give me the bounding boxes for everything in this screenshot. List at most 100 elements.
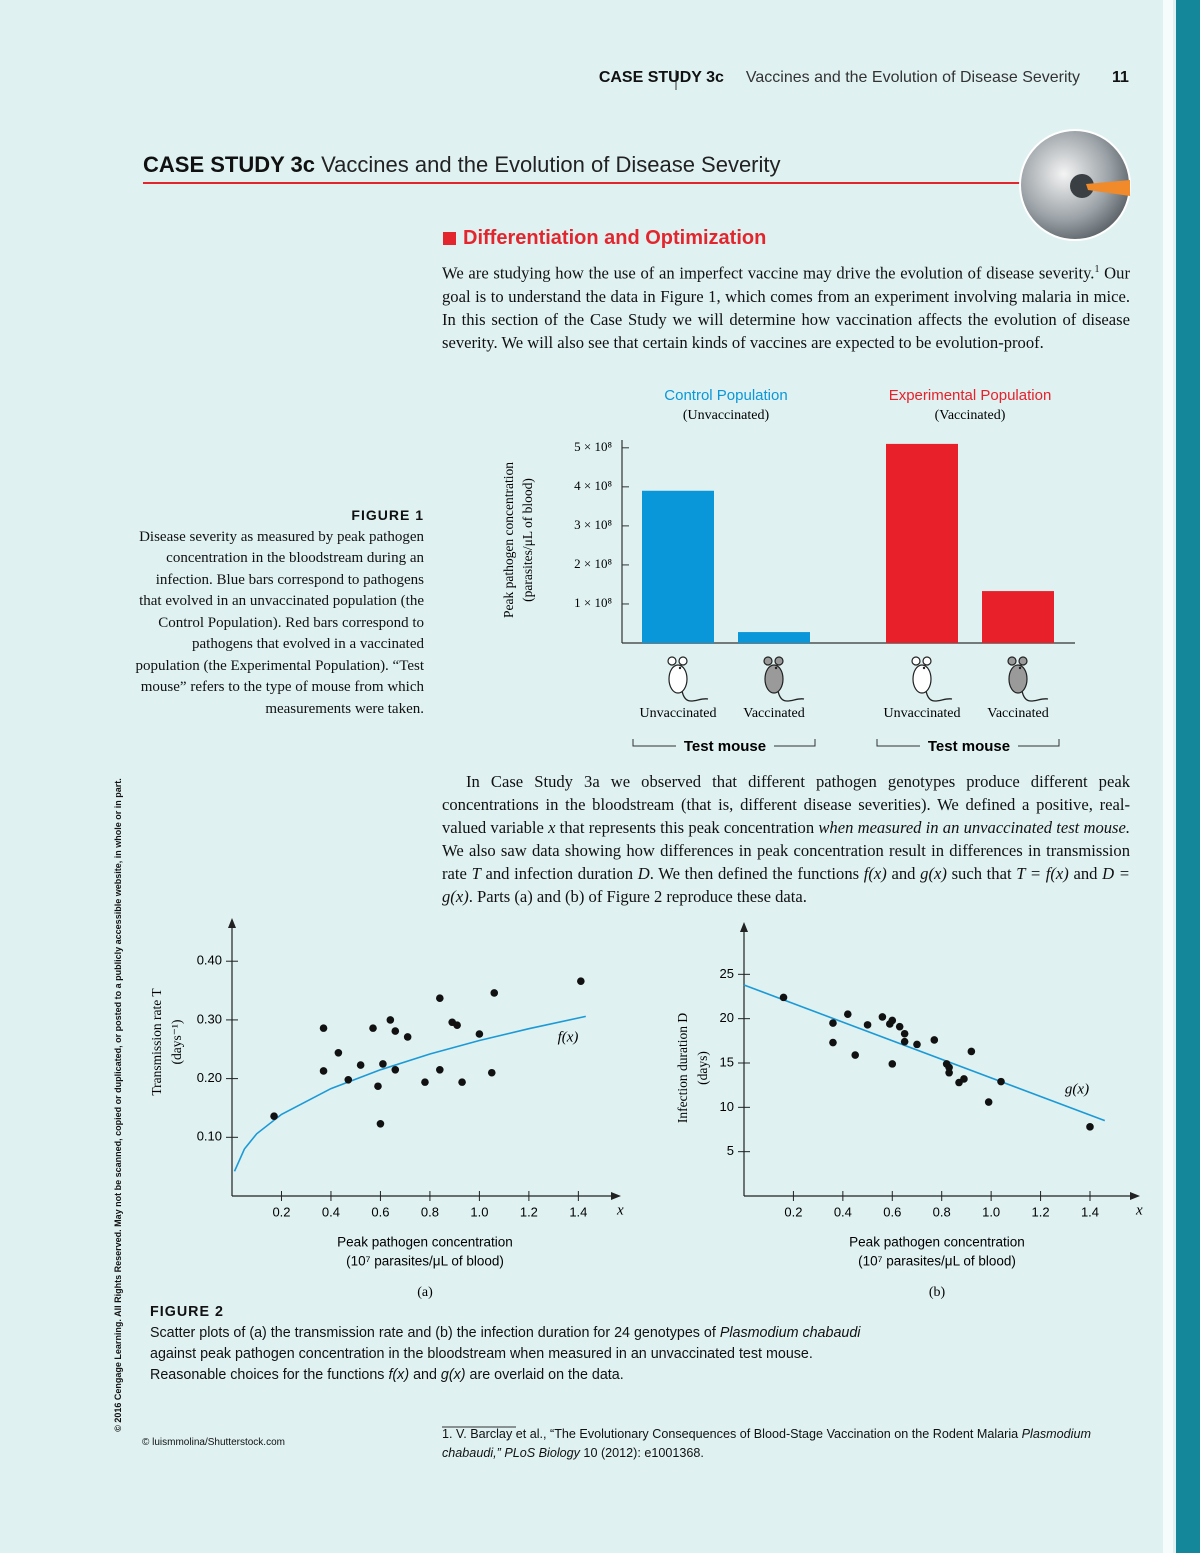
bracket (632, 739, 676, 747)
text: We are studying how the use of an imperf… (442, 263, 1095, 283)
mouse-ear (763, 656, 773, 666)
bar (982, 591, 1054, 643)
footnote-ref: 1 (1094, 264, 1100, 275)
data-point (453, 1021, 461, 1029)
curve-label: g(x) (1065, 1081, 1089, 1097)
emphasis: when measured in an unvaccinated test mo… (818, 818, 1131, 837)
journal: PLoS Biology (504, 1446, 580, 1460)
data-point (421, 1078, 429, 1086)
text: In Case Study 3a we observed that differ… (442, 772, 1130, 837)
data-point (436, 1066, 444, 1074)
x-tick-label: 1.0 (470, 1204, 488, 1219)
x-tick-label: 0.4 (322, 1204, 340, 1219)
y-axis-label: Peak pathogen concentration (501, 462, 516, 618)
mouse-body (912, 664, 932, 694)
mouse-tail (1021, 690, 1049, 702)
data-point (577, 977, 585, 985)
category-label: Vaccinated (743, 706, 804, 721)
data-point (942, 1060, 951, 1068)
x-tick-label: 0.4 (834, 1204, 852, 1219)
y-tick-label: 10 (720, 1099, 734, 1114)
data-point (403, 1033, 412, 1041)
curve-label: f(x) (558, 1029, 579, 1045)
text: We also saw data showing how differences… (442, 841, 1130, 883)
y-axis-label: (days) (695, 1051, 710, 1085)
x-axis-label: (10⁷ parasites/μL of blood) (346, 1254, 504, 1269)
x-axis-label: Peak pathogen concentration (337, 1235, 513, 1250)
text: and (409, 1367, 441, 1383)
math: T = f(x) (1016, 864, 1069, 883)
math: g(x) (440, 1367, 466, 1383)
fit-curve (743, 984, 1106, 1122)
x-axis-label: Peak pathogen concentration (849, 1235, 1025, 1250)
bar (642, 490, 714, 643)
photo-needle (1086, 180, 1130, 196)
x-tick-label: 1.0 (982, 1204, 1000, 1219)
y-tick-label: 1 × 10⁸ (574, 595, 612, 610)
text: such that (946, 864, 1017, 883)
text: against peak pathogen concentration in t… (150, 1346, 813, 1383)
data-point (888, 1060, 897, 1068)
text: 1. V. Barclay et al., “The Evolutionary … (442, 1427, 1022, 1441)
data-point (270, 1112, 278, 1120)
data-point (458, 1078, 466, 1086)
data-point (344, 1075, 353, 1084)
data-point (863, 1021, 872, 1029)
copyright: © 2016 Cengage Learning. All Rights Rese… (113, 778, 123, 1432)
mouse-tail (681, 690, 709, 702)
data-point (319, 1067, 328, 1075)
photo-credit: © luismmolina/Shutterstock.com (142, 1437, 285, 1448)
mouse-tail (777, 690, 805, 702)
mouse-ear (774, 656, 784, 666)
y-tick-label: 5 (727, 1143, 734, 1158)
y-axis-arrow (740, 922, 748, 932)
math: f(x) (388, 1367, 410, 1383)
math: D = g(x) (442, 864, 1130, 906)
mouse-ear (1007, 656, 1017, 666)
text: and (1068, 864, 1103, 883)
text: and (886, 864, 921, 883)
species: Plasmodium chabaudi,” (442, 1427, 1091, 1460)
bracket (876, 739, 920, 747)
x-tick-label: 0.2 (272, 1204, 290, 1219)
data-point (379, 1060, 387, 1068)
footnote: 1. V. Barclay et al., “The Evolutionary … (442, 1425, 1132, 1463)
data-point (369, 1024, 377, 1032)
y-tick-label: 20 (720, 1010, 734, 1025)
header-title: Vaccines and the Evolution of Disease Se… (745, 69, 1080, 86)
mouse-body (668, 664, 688, 694)
axis-letter: x (616, 1202, 624, 1218)
x-axis-arrow (611, 1192, 621, 1200)
text: . We then defined the functions (649, 864, 864, 883)
running-header: CASE STUDY 3c Vaccines and the Evolution … (420, 69, 1080, 87)
mouse-ear (678, 656, 688, 666)
figure-label: FIGURE 2 (150, 1304, 224, 1320)
data-point (779, 993, 788, 1002)
y-axis-label: Infection duration D (675, 1013, 690, 1123)
category-label: Unvaccinated (884, 706, 961, 721)
page-number: 11 (1112, 69, 1129, 86)
x-tick-label: 0.6 (371, 1204, 389, 1219)
group-title: Experimental Population (889, 387, 1052, 404)
mouse-ear (911, 656, 921, 666)
math: g(x) (920, 864, 947, 883)
data-point (490, 989, 499, 997)
figure-label: FIGURE 1 (351, 507, 424, 523)
mouse-ear (667, 656, 677, 666)
y-axis-label: (parasites/μL of blood) (520, 478, 535, 602)
x-tick-label: 1.4 (1081, 1204, 1099, 1219)
data-point (913, 1040, 921, 1049)
y-tick-label: 0.40 (197, 953, 222, 968)
x-tick-label: 1.4 (569, 1204, 587, 1219)
mouse-eye (1018, 666, 1022, 670)
x-tick-label: 1.2 (1032, 1204, 1050, 1219)
bar (886, 443, 958, 643)
mouse-tail (925, 690, 953, 702)
math: T (471, 864, 481, 883)
y-axis-label: (days⁻¹) (169, 1020, 184, 1065)
math: x (548, 818, 556, 837)
y-axis-label: Transmission rate T (149, 988, 164, 1096)
x-tick-label: 0.8 (933, 1204, 951, 1219)
group-axis-label: Test mouse (928, 738, 1010, 755)
